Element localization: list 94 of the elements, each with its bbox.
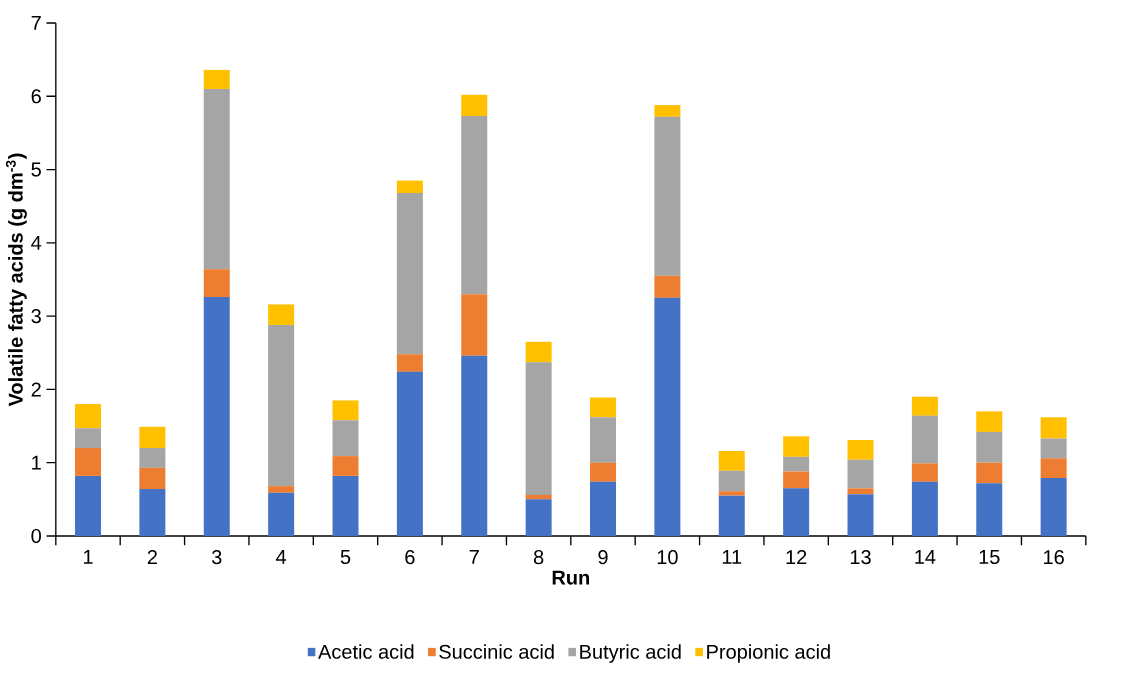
x-tick-label: 7 (469, 550, 479, 564)
bar (1040, 417, 1067, 439)
bar (75, 404, 102, 429)
bar (590, 417, 617, 463)
bar (396, 180, 423, 194)
x-axis-title: Run (552, 570, 590, 585)
y-tick-label: 3 (31, 309, 41, 324)
bar (268, 492, 295, 536)
x-tick-label: 16 (1044, 550, 1064, 565)
bar (268, 486, 295, 493)
bar (911, 463, 938, 482)
x-tick-label: 14 (915, 550, 936, 564)
bar (396, 371, 423, 536)
bar (718, 491, 745, 496)
bar (139, 448, 166, 468)
bar (139, 489, 166, 536)
x-tick-label: 3 (211, 550, 222, 565)
bar (203, 88, 230, 270)
bar (783, 456, 810, 472)
bar (654, 116, 681, 276)
x-tick-label: 15 (979, 550, 1000, 564)
x-tick-label: 9 (598, 550, 608, 565)
bar (590, 462, 617, 482)
bar (268, 324, 295, 487)
bar (332, 420, 359, 457)
y-tick-label: 6 (31, 89, 41, 104)
bar (847, 459, 874, 489)
y-tick-label: 0 (31, 528, 41, 544)
x-tick-label: 4 (276, 550, 287, 564)
bar (911, 396, 938, 416)
bar (203, 269, 230, 298)
bar (461, 116, 488, 295)
bar (718, 450, 745, 471)
bar (139, 426, 166, 449)
bar (911, 481, 938, 536)
bar (718, 495, 745, 536)
bar (396, 354, 423, 372)
bar (525, 499, 552, 536)
bar (654, 275, 681, 298)
bar (396, 193, 423, 355)
x-tick-label: 8 (533, 550, 544, 565)
bar (203, 297, 230, 536)
x-tick-label: 10 (657, 550, 678, 565)
y-tick-label: 2 (31, 382, 41, 397)
bar (332, 456, 359, 476)
legend-label: Succinic acid (439, 644, 554, 659)
bar (783, 436, 810, 457)
bar (203, 69, 230, 89)
bar (783, 488, 810, 536)
x-tick-label: 11 (722, 550, 742, 564)
bar (654, 105, 681, 117)
bar (976, 431, 1003, 463)
x-tick-label: 12 (786, 550, 807, 564)
text: Volatile fatty acids (g dm$^{-3}$) (5, 153, 27, 407)
bar (1040, 438, 1067, 459)
bar (976, 411, 1003, 432)
bar (1040, 478, 1067, 536)
bar (718, 470, 745, 492)
bar (590, 481, 617, 536)
x-tick-label: 6 (405, 550, 415, 565)
x-tick-label: 13 (850, 550, 871, 565)
legend-label: Butyric acid (580, 644, 681, 663)
bar (847, 439, 874, 460)
bar (911, 415, 938, 464)
bar (75, 428, 102, 449)
x-tick-label: 2 (147, 550, 157, 564)
bar (654, 297, 681, 536)
y-tick-label: 5 (31, 162, 41, 177)
bar (590, 397, 617, 418)
bar (976, 483, 1003, 536)
x-tick-label: 5 (340, 550, 351, 564)
bar (461, 294, 488, 356)
bar (461, 355, 488, 536)
bar (1040, 458, 1067, 479)
bar (847, 488, 874, 495)
legend-label: Acetic acid (318, 644, 414, 659)
bar (75, 448, 102, 476)
bar (525, 494, 552, 500)
y-tick-label: 7 (31, 16, 41, 30)
x-tick-label: 1 (83, 550, 93, 564)
bar (847, 494, 874, 536)
bar (783, 471, 810, 489)
y-tick-label: 1 (32, 455, 41, 470)
bar (332, 400, 359, 421)
y-tick-label: 4 (31, 235, 42, 250)
bar (268, 304, 295, 325)
bar (139, 467, 166, 490)
bar (525, 362, 552, 495)
bar (976, 462, 1003, 484)
bar (461, 94, 488, 117)
legend-label: Propionic acid (707, 644, 830, 663)
bar (75, 475, 102, 536)
bar (525, 341, 552, 363)
bar (332, 475, 359, 536)
